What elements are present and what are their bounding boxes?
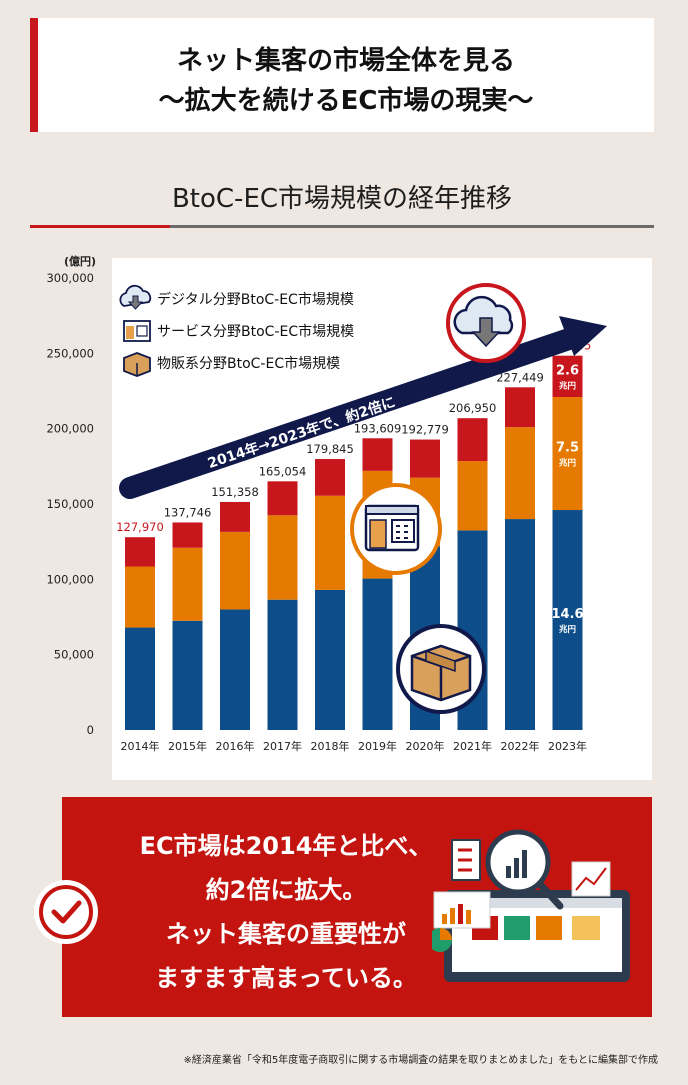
x-tick-label: 2021年 <box>453 739 492 753</box>
y-axis-unit-label: (億円) <box>64 254 96 268</box>
bar-segment-digital <box>315 459 345 496</box>
total-value-label: 206,950 <box>449 401 497 415</box>
x-tick-label: 2016年 <box>216 739 255 753</box>
title-line-1: ネット集客の市場全体を見る <box>176 46 515 76</box>
bar-segment-digital <box>505 387 535 428</box>
bar-segment-goods <box>505 519 535 730</box>
bar-segment-goods <box>220 609 250 730</box>
building-icon <box>350 483 442 575</box>
trend-arrow-head <box>559 316 607 356</box>
subtitle-rule <box>30 225 654 228</box>
bar-segment-digital <box>457 418 488 462</box>
title-accent-bar <box>30 18 38 132</box>
bar-segment-goods <box>362 578 393 730</box>
y-tick-label: 300,000 <box>46 271 94 285</box>
bar-segment-digital <box>552 355 583 398</box>
legend-label: デジタル分野BtoC-EC市場規模 <box>157 291 354 308</box>
bar-segment-service <box>220 531 250 610</box>
total-value-label: 227,449 <box>496 370 544 384</box>
bar-segment-digital <box>410 439 440 478</box>
bar-segment-service <box>267 515 298 600</box>
bar-segment-service <box>552 397 583 511</box>
legend-item: デジタル分野BtoC-EC市場規模 <box>119 284 354 310</box>
building-icon <box>123 320 151 342</box>
bar-segment-goods <box>125 627 155 730</box>
x-tick-label: 2015年 <box>168 739 207 753</box>
legend-item: 物販系分野BtoC-EC市場規模 <box>123 352 340 377</box>
bar-segment-goods <box>315 589 345 730</box>
x-tick-label: 2018年 <box>311 739 350 753</box>
total-value-label: 192,779 <box>401 423 449 437</box>
segment-unit-label: 兆円 <box>559 624 576 635</box>
total-value-label: 193,609 <box>354 421 402 435</box>
legend-label: サービス分野BtoC-EC市場規模 <box>157 323 354 340</box>
bar-segment-digital <box>220 501 250 532</box>
title-box: ネット集客の市場全体を見る 〜拡大を続けるEC市場の現実〜 <box>30 18 654 132</box>
cardboard-box-icon <box>396 624 486 714</box>
bar-segment-goods <box>552 510 583 730</box>
y-tick-label: 250,000 <box>46 346 94 360</box>
legend-item: サービス分野BtoC-EC市場規模 <box>123 320 354 342</box>
stacked-bar-chart: (億円) 300,000 250,000 200,000 150,000 100,000 5… <box>46 254 607 753</box>
x-tick-label: 2017年 <box>263 739 302 753</box>
segment-unit-label: 兆円 <box>559 458 576 469</box>
check-badge <box>34 880 98 944</box>
y-tick-label: 100,000 <box>46 572 94 586</box>
subtitle-rule-accent <box>30 225 170 228</box>
conclusion-line-2: 約2倍に拡大。 <box>205 876 367 904</box>
legend-label: 物販系分野BtoC-EC市場規模 <box>157 355 340 372</box>
bar-segment-goods <box>267 599 298 730</box>
total-value-label: 151,358 <box>211 485 259 499</box>
conclusion-line-1: EC市場は2014年と比べ、 <box>139 832 433 860</box>
x-tick-label: 2023年 <box>548 739 587 753</box>
segment-value-label: 2.6 <box>556 363 579 378</box>
x-tick-label: 2014年 <box>121 739 160 753</box>
bar-segment-service <box>125 566 155 628</box>
x-tick-label: 2022年 <box>501 739 540 753</box>
bar-segment-service <box>172 547 203 621</box>
total-value-label: 137,746 <box>164 505 212 519</box>
chart-subtitle: BtoC-EC市場規模の経年推移 <box>171 184 513 214</box>
checkmark-icon <box>39 885 93 939</box>
total-value-label: 127,970 <box>116 520 164 534</box>
bar-segment-service <box>457 461 488 531</box>
segment-value-label: 7.5 <box>556 441 579 456</box>
cloud-download-icon <box>446 283 526 363</box>
cloud-download-icon <box>119 284 152 310</box>
x-tick-label: 2019年 <box>358 739 397 753</box>
bar-segment-digital <box>267 481 298 516</box>
y-tick-label: 200,000 <box>46 422 94 436</box>
cardboard-box-icon <box>123 352 151 377</box>
trend-arrow-shaft <box>119 327 583 499</box>
bar-segment-service <box>505 427 535 520</box>
bar-segment-digital <box>172 522 203 548</box>
source-footnote: ※経済産業省「令和5年度電子商取引に関する市場調査の結果を取りまとめました」をも… <box>183 1055 658 1066</box>
bar-segment-digital <box>362 438 393 471</box>
segment-unit-label: 兆円 <box>559 380 576 391</box>
conclusion-line-4: ますます高まっている。 <box>155 964 417 992</box>
total-value-label: 165,054 <box>259 464 307 478</box>
bar-segment-digital <box>125 537 155 567</box>
x-tick-label: 2020年 <box>406 739 445 753</box>
bar-segment-goods <box>172 620 203 730</box>
ec-analytics-illustration <box>432 829 630 982</box>
bar-segment-service <box>315 495 345 590</box>
y-tick-label: 0 <box>87 723 94 737</box>
total-value-label: 179,845 <box>306 442 354 456</box>
y-tick-label: 50,000 <box>54 648 94 662</box>
conclusion-line-3: ネット集客の重要性が <box>166 920 406 948</box>
y-tick-label: 150,000 <box>46 497 94 511</box>
segment-value-label: 14.6 <box>551 607 583 622</box>
title-line-2: 〜拡大を続けるEC市場の現実〜 <box>158 86 534 116</box>
